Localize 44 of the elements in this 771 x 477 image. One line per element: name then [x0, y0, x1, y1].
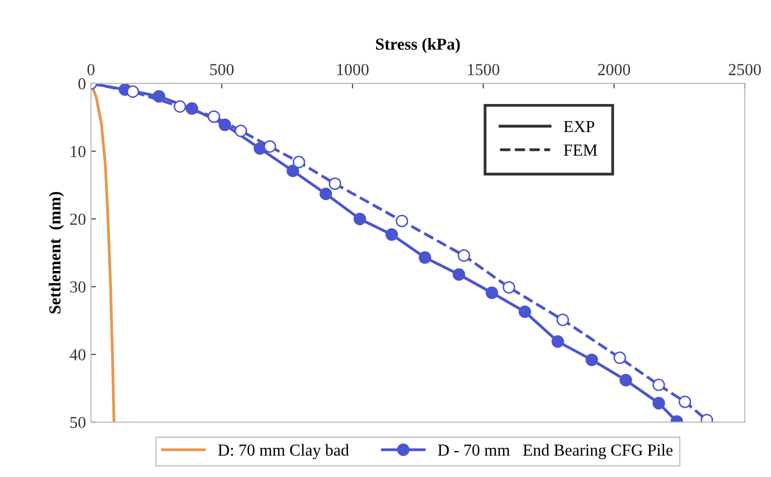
point: [586, 354, 598, 366]
point: [286, 164, 300, 178]
point: [126, 85, 140, 98]
point: [678, 396, 692, 408]
point: [452, 268, 466, 281]
point: [652, 396, 665, 410]
point: [486, 286, 498, 300]
annotation: EXP: [564, 121, 594, 132]
point: [614, 352, 626, 364]
x-axis-title: Stress (kPa): [376, 38, 460, 54]
legend-label: D: 70 mm Clay bad: [218, 444, 349, 460]
y-tick-label: 30: [70, 281, 86, 293]
point: [552, 335, 564, 348]
x-tick-label: 1500: [468, 64, 500, 76]
x-tick-label: 500: [210, 64, 234, 76]
point: [620, 374, 632, 386]
point: [518, 305, 532, 318]
annotation: FEM: [564, 144, 598, 156]
y-tick-label: 10: [70, 146, 86, 158]
point: [328, 177, 342, 190]
y-tick-label: 40: [70, 349, 86, 360]
y-tick-label: 0: [78, 78, 86, 90]
point: [458, 249, 470, 262]
x-tick-label: 2500: [728, 64, 761, 76]
legend-label: D - 70 mm End Bearing CFG Pile: [438, 444, 673, 460]
x-tick-label: 2000: [598, 64, 630, 76]
point: [556, 314, 570, 326]
y-tick-label: 50: [70, 416, 86, 428]
point: [264, 140, 276, 153]
point: [174, 100, 186, 113]
x-tick-label: 0: [87, 64, 95, 76]
point: [396, 214, 408, 228]
point: [292, 156, 306, 168]
point: [652, 378, 665, 392]
point: [354, 212, 366, 226]
y-axis-title: Settlement (mm): [48, 192, 64, 314]
point: [234, 124, 248, 138]
x-tick-label: 1000: [337, 64, 369, 76]
point: [418, 251, 432, 264]
point: [385, 228, 398, 241]
point: [208, 110, 220, 123]
point: [320, 188, 332, 200]
point: [502, 281, 516, 294]
y-tick-label: 20: [70, 214, 86, 225]
